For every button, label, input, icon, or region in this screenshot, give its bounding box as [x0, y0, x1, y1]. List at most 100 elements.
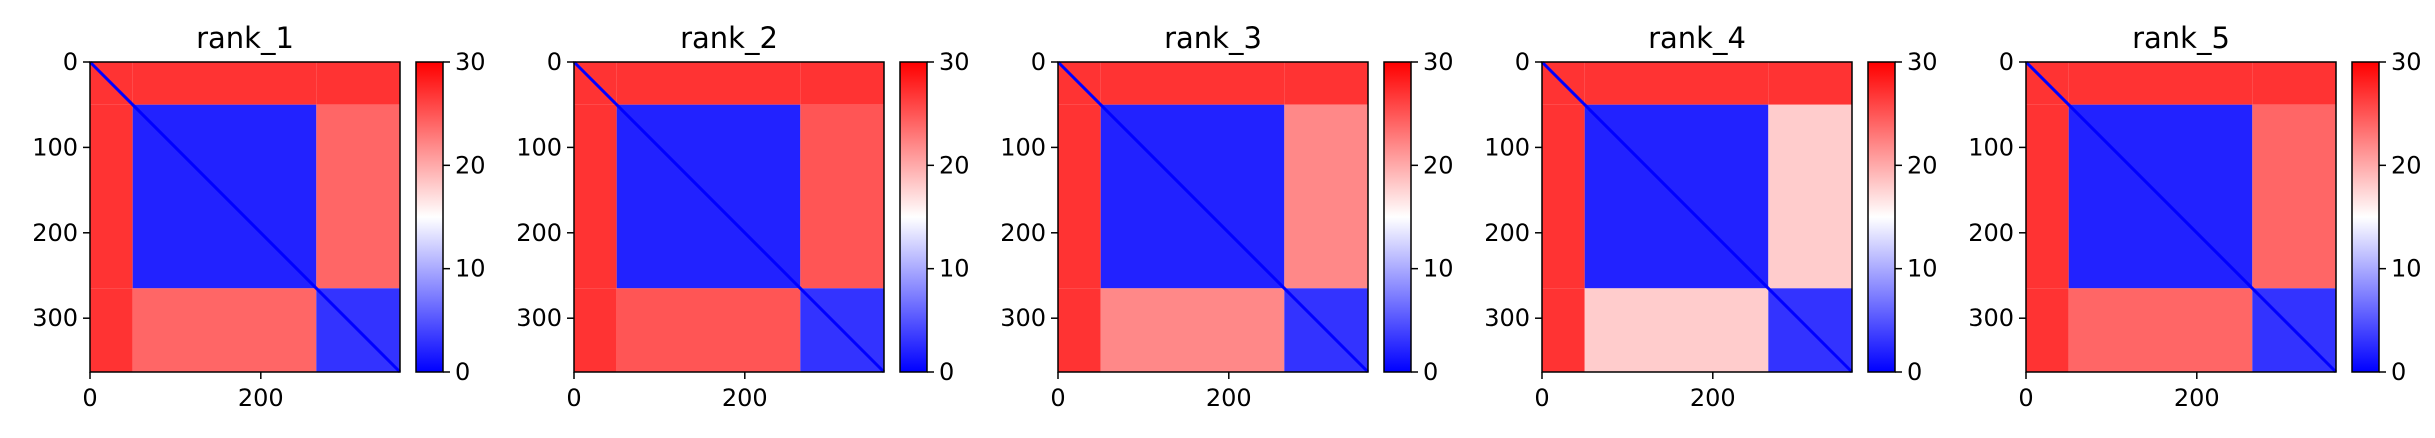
panel-title: rank_3: [1164, 21, 1262, 55]
heatmap-block: [1542, 104, 1585, 289]
y-tick-label: 0: [63, 48, 78, 76]
colorbar-tick-label: 10: [455, 255, 486, 283]
y-tick-label: 200: [516, 219, 562, 247]
heatmap-block: [90, 288, 133, 372]
y-tick-label: 200: [1968, 219, 2014, 247]
heatmap-block: [316, 62, 400, 105]
x-tick-label: 200: [1690, 384, 1736, 412]
heatmap: [1540, 60, 1854, 374]
panel-title: rank_4: [1648, 21, 1746, 55]
y-tick-label: 200: [1484, 219, 1530, 247]
pae-panel-4: rank_4 0 100 200 300 0 200 0 10 20 30: [1484, 21, 1937, 412]
axes-frame: [1541, 61, 1853, 373]
axes-frame: [573, 61, 885, 373]
heatmap-block: [1058, 104, 1101, 289]
x-tick-label: 200: [722, 384, 768, 412]
heatmap-block: [2026, 104, 2069, 289]
heatmap-block: [574, 288, 617, 372]
axes-frame: [1057, 61, 1369, 373]
colorbar-gradient: [415, 61, 444, 373]
heatmap-block: [800, 104, 884, 289]
diagonal: [572, 60, 886, 374]
heatmap: [88, 60, 402, 374]
x-tick-label: 0: [82, 384, 97, 412]
colorbar: 0 10 20 30: [1867, 48, 1938, 386]
colorbar-gradient: [899, 61, 928, 373]
heatmap-block: [800, 62, 884, 105]
y-tick-label: 100: [32, 133, 78, 161]
y-tick-label: 300: [1968, 304, 2014, 332]
heatmap-block: [2068, 288, 2253, 372]
colorbar-tick-label: 10: [1907, 255, 1938, 283]
pae-panel-2: rank_2 0 100 200 300 0 200 0 10 20 30: [516, 21, 969, 412]
y-tick-label: 200: [32, 219, 78, 247]
y-tick-label: 100: [1484, 133, 1530, 161]
y-tick-label: 0: [1999, 48, 2014, 76]
colorbar: 0 10 20 30: [899, 48, 970, 386]
colorbar: 0 10 20 30: [415, 48, 486, 386]
colorbar-tick-label: 20: [1423, 151, 1454, 179]
colorbar-tick-label: 0: [2391, 358, 2406, 386]
colorbar-tick-label: 0: [455, 358, 470, 386]
y-tick-label: 300: [516, 304, 562, 332]
heatmap-block: [1584, 288, 1769, 372]
heatmap-block: [616, 62, 801, 105]
colorbar-tick-label: 30: [939, 48, 970, 76]
colorbar-tick-label: 30: [1423, 48, 1454, 76]
panel-title: rank_5: [2132, 21, 2230, 55]
heatmap-block: [1284, 62, 1368, 105]
y-tick-label: 200: [1000, 219, 1046, 247]
y-tick-label: 100: [516, 133, 562, 161]
panel-title: rank_2: [680, 21, 778, 55]
x-tick-label: 0: [2018, 384, 2033, 412]
colorbar-tick-label: 30: [2391, 48, 2422, 76]
heatmap-block: [616, 288, 801, 372]
heatmap-block: [316, 104, 400, 289]
y-tick-label: 100: [1000, 133, 1046, 161]
y-tick-label: 0: [547, 48, 562, 76]
heatmap-block: [90, 104, 133, 289]
heatmap-block: [2252, 104, 2336, 289]
colorbar-tick-label: 20: [1907, 151, 1938, 179]
colorbar-tick-label: 30: [1907, 48, 1938, 76]
colorbar-tick-label: 0: [1423, 358, 1438, 386]
y-tick-label: 0: [1515, 48, 1530, 76]
heatmap: [2024, 60, 2338, 374]
diagonal: [1540, 60, 1854, 374]
x-tick-label: 200: [2174, 384, 2220, 412]
y-tick-label: 300: [32, 304, 78, 332]
x-tick-label: 0: [1534, 384, 1549, 412]
x-tick-label: 0: [566, 384, 581, 412]
x-tick-label: 0: [1050, 384, 1065, 412]
colorbar: 0 10 20 30: [1383, 48, 1454, 386]
heatmap-block: [1584, 62, 1769, 105]
x-tick-label: 200: [238, 384, 284, 412]
y-tick-label: 300: [1484, 304, 1530, 332]
diagonal: [2024, 60, 2338, 374]
pae-panel-1: rank_1 0 100 200 300 0 200 0 10 20 30: [32, 21, 485, 412]
colorbar-tick-label: 10: [1423, 255, 1454, 283]
diagonal: [1056, 60, 1370, 374]
diagonal: [88, 60, 402, 374]
heatmap-block: [2252, 62, 2336, 105]
heatmap-block: [574, 104, 617, 289]
heatmap-block: [1100, 62, 1285, 105]
colorbar: 0 10 20 30: [2351, 48, 2422, 386]
y-tick-label: 300: [1000, 304, 1046, 332]
colorbar-tick-label: 20: [939, 151, 970, 179]
colorbar-gradient: [1383, 61, 1412, 373]
colorbar-tick-label: 20: [2391, 151, 2422, 179]
colorbar-tick-label: 0: [1907, 358, 1922, 386]
x-tick-label: 200: [1206, 384, 1252, 412]
y-tick-label: 0: [1031, 48, 1046, 76]
pae-panel-3: rank_3 0 100 200 300 0 200 0 10 20 30: [1000, 21, 1453, 412]
colorbar-tick-label: 20: [455, 151, 486, 179]
colorbar-tick-label: 0: [939, 358, 954, 386]
heatmap-block: [132, 288, 317, 372]
heatmap: [1056, 60, 1370, 374]
axes-frame: [89, 61, 401, 373]
colorbar-tick-label: 10: [2391, 255, 2422, 283]
y-tick-label: 100: [1968, 133, 2014, 161]
heatmap: [572, 60, 886, 374]
